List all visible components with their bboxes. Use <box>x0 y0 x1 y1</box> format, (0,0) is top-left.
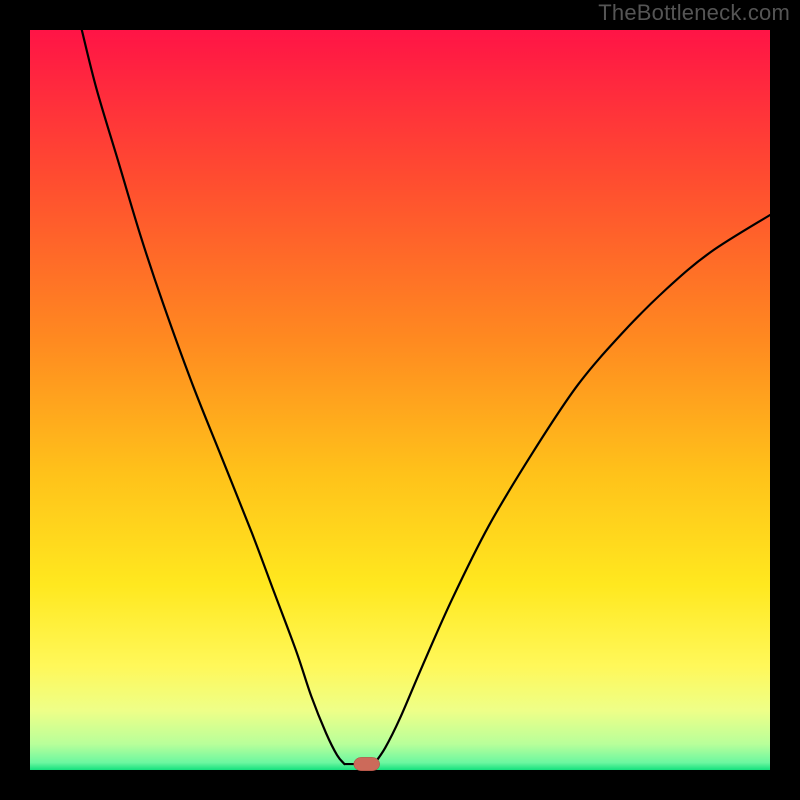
watermark-text: TheBottleneck.com <box>598 0 790 26</box>
minimum-marker <box>354 757 380 770</box>
chart-background <box>30 30 770 770</box>
chart-container: TheBottleneck.com <box>0 0 800 800</box>
bottleneck-chart <box>0 0 800 800</box>
